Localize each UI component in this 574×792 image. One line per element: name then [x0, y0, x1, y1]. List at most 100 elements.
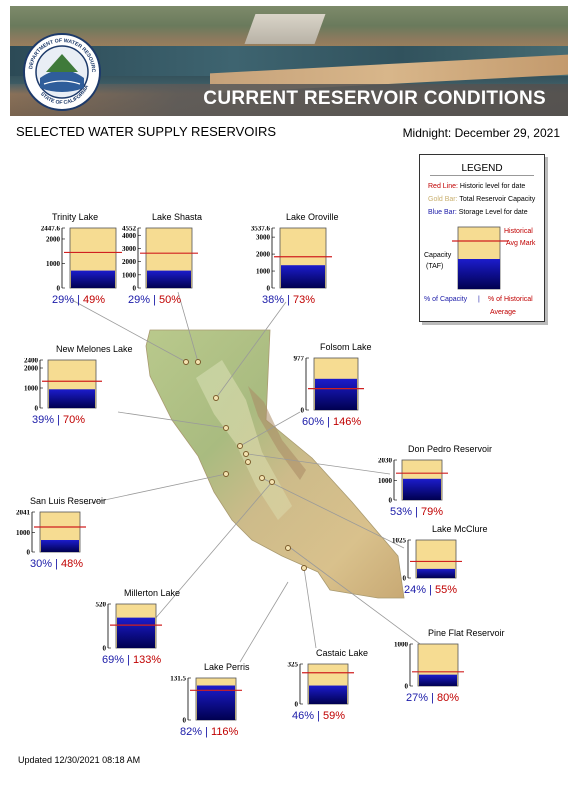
marker-new-melones — [223, 425, 229, 431]
legend-historical: Historical — [504, 228, 533, 235]
storage-bar — [309, 685, 347, 704]
updated-timestamp: Updated 12/30/2021 08:18 AM — [18, 755, 141, 765]
reservoir-percentages: 39% | 70% — [32, 414, 85, 426]
legend-blue-key: Blue Bar: — [428, 209, 457, 216]
y-tick-label: 0 — [389, 497, 393, 505]
reservoir-name: San Luis Reservoir — [30, 496, 107, 506]
reservoir-percentages: 82% | 116% — [180, 726, 238, 738]
reservoir-percentages: 38% | 73% — [262, 294, 315, 306]
y-tick-label: 1000 — [256, 268, 271, 276]
pct-of-historical: 49% — [83, 294, 106, 306]
marker-trinity-lake — [183, 359, 189, 365]
y-tick-label: 1000 — [46, 260, 61, 268]
reservoir-bar-chart: 520 0 — [96, 602, 162, 653]
pct-of-historical: 70% — [63, 414, 86, 426]
y-tick-label: 0 — [35, 405, 39, 413]
pct-separator: | — [150, 294, 160, 306]
pct-separator: | — [54, 414, 64, 426]
legend-gold-desc: Total Reservoir Capacity — [459, 196, 536, 203]
reservoir-name: Lake Shasta — [152, 212, 203, 222]
pct-of-historical: 116% — [211, 726, 239, 738]
reservoir-bar-chart: 977 0 — [294, 356, 364, 415]
pct-of-capacity: 69% — [102, 654, 125, 666]
pct-of-historical: 79% — [421, 506, 444, 518]
storage-bar — [197, 685, 235, 720]
y-tick-label: 2400 — [24, 358, 39, 365]
y-tick-label: 0 — [133, 285, 137, 293]
reservoir-percentages: 27% | 80% — [406, 692, 459, 704]
reservoir-percentages: 69% | 133% — [102, 654, 161, 666]
pct-of-capacity: 30% — [30, 558, 53, 570]
legend-sample-bar — [452, 226, 508, 290]
legend-gold-bar: Gold Bar: Total Reservoir Capacity — [428, 196, 535, 203]
y-tick-label: 0 — [301, 407, 305, 415]
legend-sep: | — [478, 296, 480, 303]
y-tick-label: 1000 — [24, 385, 39, 393]
reservoir-bar-chart: 325 0 — [288, 662, 354, 709]
pct-of-capacity: 38% — [262, 294, 285, 306]
reservoir-percentages: 29% | 50% — [128, 294, 181, 306]
legend-avg-mark: Avg Mark — [506, 240, 536, 247]
y-tick-label: 0 — [27, 549, 31, 557]
reservoir-percentages: 60% | 146% — [302, 416, 361, 428]
y-tick-label: 2000 — [256, 251, 271, 259]
pct-of-historical: 73% — [293, 294, 316, 306]
legend-pct-historical: % of Historical — [488, 296, 533, 303]
y-tick-label: 2030 — [378, 458, 393, 465]
marker-lake-mcclure — [245, 459, 251, 465]
pct-of-capacity: 29% — [52, 294, 75, 306]
y-tick-label: 2000 — [46, 235, 61, 243]
reservoir-name: Millerton Lake — [124, 588, 181, 598]
storage-bar — [281, 265, 325, 288]
legend: LEGEND Red Line: Historic level for date… — [419, 154, 545, 322]
reservoir-name: New Melones Lake — [56, 344, 133, 354]
pct-separator: | — [314, 710, 324, 722]
pct-of-historical: 55% — [435, 584, 458, 596]
reservoir-bar-chart: 2447.6 2000 1000 0 — [41, 226, 122, 293]
y-tick-label: 0 — [295, 701, 299, 709]
y-tick-label: 3537.6 — [251, 226, 271, 233]
page-title: CURRENT RESERVOIR CONDITIONS — [203, 88, 546, 109]
pct-of-capacity: 53% — [390, 506, 413, 518]
pct-of-historical: 146% — [333, 416, 362, 428]
y-tick-label: 1000 — [122, 271, 137, 279]
y-tick-label: 0 — [57, 285, 61, 293]
y-tick-label: 4552 — [122, 226, 137, 233]
reservoir-name: Lake Perris — [204, 662, 250, 672]
legend-red-key: Red Line: — [428, 183, 458, 190]
y-tick-label: 0 — [103, 645, 107, 653]
dwr-seal-logo: DEPARTMENT OF WATER RESOURCES STATE OF C… — [22, 32, 101, 111]
y-tick-label: 0 — [267, 285, 271, 293]
y-tick-label: 977 — [294, 356, 305, 363]
y-tick-label: 2000 — [24, 365, 39, 373]
storage-bar — [417, 568, 455, 578]
pct-of-historical: 50% — [159, 294, 182, 306]
y-tick-label: 0 — [403, 575, 407, 583]
pct-of-capacity: 29% — [128, 294, 151, 306]
storage-bar — [315, 378, 357, 410]
marker-lake-oroville — [213, 395, 219, 401]
legend-gold-key: Gold Bar: — [428, 196, 458, 203]
legend-taf: (TAF) — [426, 263, 444, 270]
legend-pct-capacity: % of Capacity — [424, 296, 468, 303]
reservoir-percentages: 53% | 79% — [390, 506, 443, 518]
marker-san-luis — [223, 471, 229, 477]
legend-blue-desc: Storage Level for date — [458, 209, 528, 216]
reservoir-name: Don Pedro Reservoir — [408, 444, 493, 454]
reservoir-bar-chart: 1000 0 — [394, 642, 464, 690]
marker-folsom-lake — [237, 443, 243, 449]
pct-of-capacity: 60% — [302, 416, 325, 428]
storage-bar — [419, 674, 457, 686]
central-valley — [196, 360, 292, 520]
marker-lake-shasta — [195, 359, 201, 365]
legend-red-desc: Historic level for date — [459, 183, 526, 190]
marker-don-pedro — [243, 451, 249, 457]
marker-castaic-lake — [285, 545, 291, 551]
y-tick-label: 1000 — [16, 529, 31, 537]
pct-of-capacity: 39% — [32, 414, 55, 426]
pct-separator: | — [412, 506, 422, 518]
storage-bar — [49, 389, 95, 408]
